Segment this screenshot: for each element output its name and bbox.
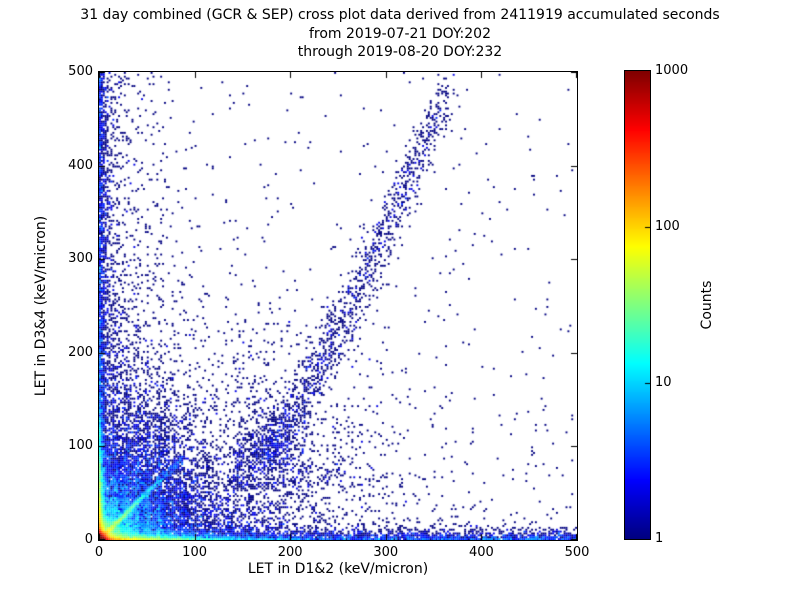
- x-tick-300: 300: [373, 545, 399, 560]
- x-tick-100: 100: [182, 545, 207, 560]
- colorbar-gradient-canvas: [625, 71, 650, 539]
- x-axis-label: LET in D1&2 (keV/micron): [247, 561, 429, 577]
- y-tick-300: 300: [68, 251, 93, 266]
- title-line-2: from 2019-07-21 DOY:202: [308, 26, 491, 42]
- y-tick-100: 100: [68, 438, 93, 453]
- x-tick-0: 0: [94, 545, 104, 560]
- plot-area: [98, 71, 578, 541]
- y-tick-400: 400: [68, 158, 93, 173]
- colorbar: [624, 70, 651, 540]
- title-line-3: through 2019-08-20 DOY:232: [297, 44, 503, 60]
- colorbar-tick-100: 100: [655, 219, 680, 234]
- colorbar-label: Counts: [699, 280, 715, 330]
- x-tick-400: 400: [468, 545, 494, 560]
- y-tick-200: 200: [68, 345, 93, 360]
- x-tick-200: 200: [277, 545, 303, 560]
- y-tick-0: 0: [84, 532, 93, 547]
- scatter-heatmap-canvas: [99, 72, 577, 540]
- colorbar-tick-1: 1: [655, 531, 664, 546]
- x-tick-500: 500: [564, 545, 590, 560]
- y-tick-500: 500: [68, 64, 93, 79]
- title-line-1: 31 day combined (GCR & SEP) cross plot d…: [80, 7, 720, 23]
- colorbar-tick-10: 10: [655, 375, 672, 390]
- y-axis-label: LET in D3&4 (keV/micron): [33, 215, 49, 397]
- colorbar-tick-1000: 1000: [655, 63, 689, 78]
